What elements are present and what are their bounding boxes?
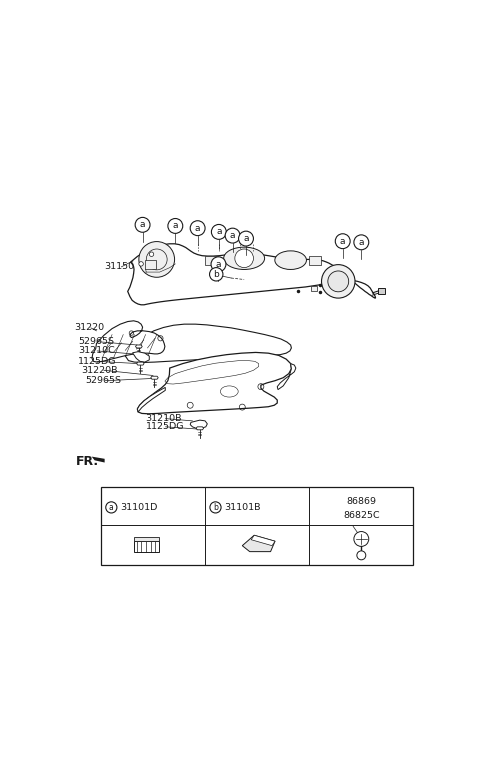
- FancyBboxPatch shape: [134, 541, 158, 552]
- Text: a: a: [230, 231, 235, 240]
- Circle shape: [106, 502, 117, 513]
- Polygon shape: [137, 362, 144, 365]
- Text: 52965S: 52965S: [78, 337, 114, 346]
- Text: 1125DG: 1125DG: [78, 357, 116, 366]
- Text: 31101B: 31101B: [225, 503, 261, 512]
- Circle shape: [322, 264, 355, 298]
- Text: b: b: [214, 270, 219, 279]
- Circle shape: [210, 502, 221, 513]
- Polygon shape: [277, 363, 296, 390]
- Circle shape: [211, 224, 226, 240]
- FancyBboxPatch shape: [134, 537, 158, 541]
- Circle shape: [239, 231, 253, 246]
- Polygon shape: [251, 535, 275, 546]
- Ellipse shape: [275, 251, 306, 270]
- Polygon shape: [135, 345, 142, 348]
- FancyBboxPatch shape: [145, 261, 156, 269]
- Polygon shape: [128, 243, 375, 305]
- Ellipse shape: [224, 247, 264, 270]
- Text: a: a: [359, 238, 364, 247]
- Polygon shape: [137, 387, 165, 412]
- Text: 31210C: 31210C: [78, 346, 115, 356]
- Text: 1125DG: 1125DG: [145, 422, 184, 431]
- Text: a: a: [243, 234, 249, 243]
- Text: 31220: 31220: [74, 323, 104, 332]
- Polygon shape: [92, 321, 165, 362]
- Circle shape: [335, 233, 350, 249]
- Circle shape: [211, 257, 226, 271]
- Polygon shape: [132, 352, 149, 362]
- Text: 52965S: 52965S: [85, 376, 121, 385]
- Polygon shape: [125, 324, 291, 363]
- Circle shape: [357, 551, 366, 560]
- Circle shape: [190, 221, 205, 236]
- Text: a: a: [195, 223, 200, 233]
- Circle shape: [354, 532, 369, 547]
- Polygon shape: [137, 352, 291, 414]
- FancyBboxPatch shape: [311, 286, 317, 291]
- FancyBboxPatch shape: [205, 256, 218, 265]
- Circle shape: [235, 249, 253, 267]
- Polygon shape: [92, 457, 105, 462]
- Circle shape: [354, 235, 369, 250]
- FancyBboxPatch shape: [309, 257, 321, 264]
- Text: 31210B: 31210B: [145, 414, 182, 423]
- Text: 86869: 86869: [347, 496, 376, 506]
- Circle shape: [210, 267, 223, 281]
- Circle shape: [139, 242, 175, 278]
- Text: 31220B: 31220B: [82, 366, 118, 375]
- Circle shape: [135, 217, 150, 232]
- FancyBboxPatch shape: [378, 288, 385, 295]
- Polygon shape: [190, 420, 207, 428]
- Circle shape: [139, 261, 144, 266]
- Text: FR.: FR.: [76, 455, 99, 468]
- Circle shape: [328, 271, 348, 291]
- Text: a: a: [140, 220, 145, 230]
- Text: 31150: 31150: [104, 262, 134, 271]
- Text: 31101D: 31101D: [120, 503, 157, 512]
- Polygon shape: [196, 427, 204, 430]
- Polygon shape: [242, 535, 275, 552]
- Text: a: a: [109, 503, 114, 512]
- Text: a: a: [340, 237, 346, 246]
- Polygon shape: [151, 376, 158, 380]
- Circle shape: [225, 228, 240, 243]
- Text: 86825C: 86825C: [343, 511, 380, 519]
- Text: a: a: [173, 221, 178, 230]
- Text: a: a: [216, 227, 222, 237]
- Text: b: b: [213, 503, 218, 512]
- FancyBboxPatch shape: [101, 487, 413, 565]
- Circle shape: [149, 252, 154, 257]
- Circle shape: [168, 219, 183, 233]
- Text: a: a: [216, 260, 221, 269]
